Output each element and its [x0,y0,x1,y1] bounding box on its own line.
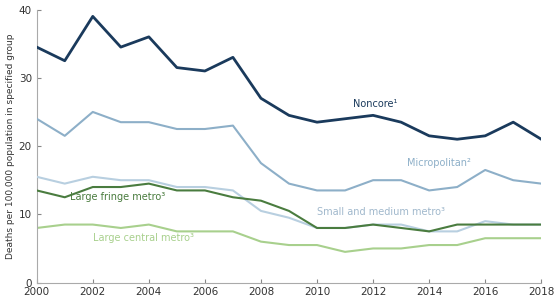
Y-axis label: Deaths per 100,000 population in specified group: Deaths per 100,000 population in specifi… [6,33,15,259]
Text: Noncore¹: Noncore¹ [353,98,398,108]
Text: Large central metro³: Large central metro³ [93,233,194,243]
Text: Large fringe metro³: Large fringe metro³ [71,192,166,202]
Text: Micropolitan²: Micropolitan² [407,158,470,168]
Text: Small and medium metro³: Small and medium metro³ [317,207,445,217]
